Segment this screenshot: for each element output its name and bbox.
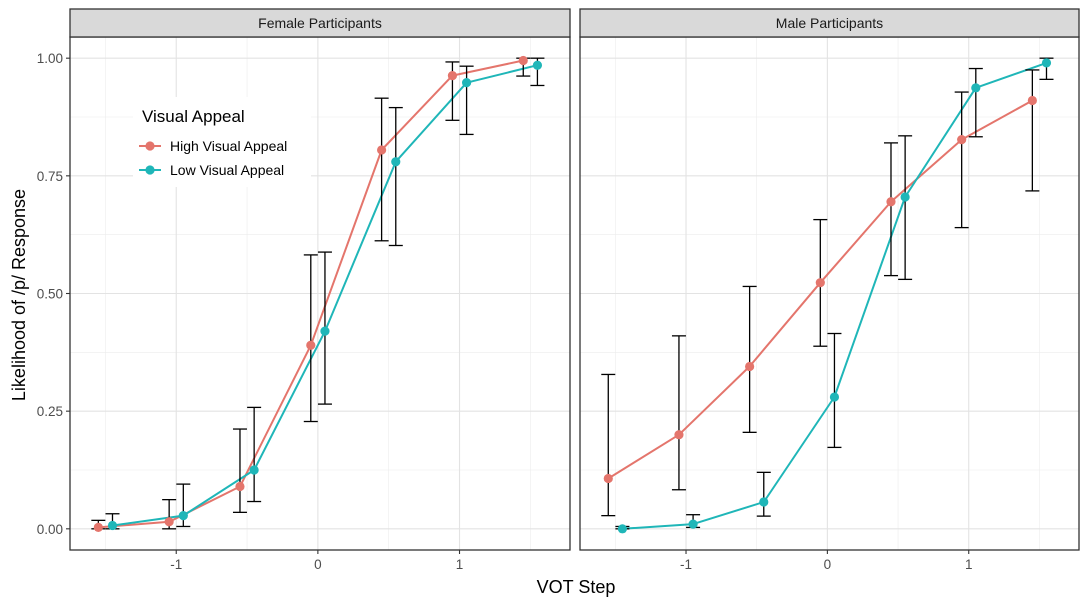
- data-point: [603, 473, 613, 484]
- panel-title: Male Participants: [776, 15, 883, 31]
- data-point: [377, 145, 387, 155]
- data-point: [617, 524, 628, 534]
- error-bar: [756, 471, 771, 517]
- error-bar: [1025, 69, 1040, 192]
- data-point: [900, 192, 910, 202]
- data-point: [391, 157, 401, 167]
- strip-background: [579, 8, 1080, 38]
- data-point: [107, 520, 118, 531]
- panel-2: Male Participants -1 0 1: [579, 8, 1080, 572]
- error-bar: [883, 142, 898, 277]
- x-tick-label: -1: [680, 557, 692, 572]
- error-bar: [954, 91, 969, 229]
- error-bar: [247, 406, 262, 503]
- x-tick-label: 0: [824, 557, 832, 572]
- y-tick-label: 0.50: [37, 287, 63, 302]
- y-axis-label: Likelihood of /p/ Response: [9, 189, 29, 401]
- legend-entry: Low Visual Appeal: [139, 162, 284, 178]
- y-tick-label: 0.25: [37, 404, 63, 419]
- data-point: [532, 60, 543, 70]
- error-bar: [232, 428, 247, 513]
- error-bar: [601, 373, 616, 517]
- data-point: [235, 481, 245, 492]
- x-tick-label: 1: [456, 557, 464, 572]
- y-axis-title: Likelihood of /p/ Response: [9, 189, 29, 401]
- error-bar: [303, 254, 318, 423]
- error-bar: [742, 285, 757, 433]
- error-bar: [827, 332, 842, 449]
- data-point: [1027, 95, 1037, 106]
- data-point: [829, 392, 840, 402]
- y-tick-label: 0.75: [37, 169, 63, 184]
- legend-title: Visual Appeal: [142, 107, 245, 126]
- error-bar: [898, 135, 913, 281]
- x-tick-label: 1: [965, 557, 973, 572]
- legend-key-point: [145, 165, 155, 175]
- error-bar: [388, 106, 403, 247]
- x-tick-label: 0: [314, 557, 322, 572]
- data-point: [971, 83, 981, 93]
- data-point: [164, 517, 174, 527]
- panels: Female Participants -1 0 1 0.00 0.25 0.50 0.75 1…: [37, 8, 1080, 572]
- legend-entry: High Visual Appeal: [139, 138, 287, 154]
- data-point: [320, 326, 330, 336]
- x-tick-label: -1: [170, 557, 182, 572]
- data-point: [447, 70, 458, 81]
- data-point: [886, 197, 896, 207]
- legend: Visual Appeal High Visual Appeal Low Visua…: [133, 97, 311, 187]
- error-bar: [374, 97, 389, 242]
- data-point: [249, 465, 259, 475]
- y-tick-label: 1.00: [37, 51, 63, 66]
- strip-background: [69, 8, 571, 38]
- data-point: [759, 497, 769, 507]
- error-bar: [671, 335, 686, 491]
- data-point: [178, 511, 188, 521]
- data-point: [957, 135, 967, 145]
- y-tick-label: 0.00: [37, 522, 63, 537]
- data-point: [815, 278, 825, 288]
- error-bar: [459, 65, 474, 136]
- legend-label: High Visual Appeal: [170, 138, 287, 154]
- data-point: [1041, 58, 1052, 68]
- data-point: [306, 340, 316, 350]
- data-point: [518, 55, 528, 66]
- error-bar: [968, 67, 983, 138]
- legend-label: Low Visual Appeal: [170, 162, 284, 178]
- panel-title: Female Participants: [258, 15, 382, 31]
- data-point: [688, 519, 698, 529]
- data-point: [745, 361, 755, 372]
- data-point: [93, 522, 103, 533]
- panel-1: Female Participants -1 0 1 0.00 0.25 0.50 0.75 1…: [37, 8, 571, 572]
- x-axis-label: VOT Step: [537, 577, 616, 597]
- legend-key-point: [145, 141, 155, 151]
- data-point: [674, 430, 684, 440]
- data-point: [462, 78, 472, 88]
- legend-background: [133, 97, 311, 187]
